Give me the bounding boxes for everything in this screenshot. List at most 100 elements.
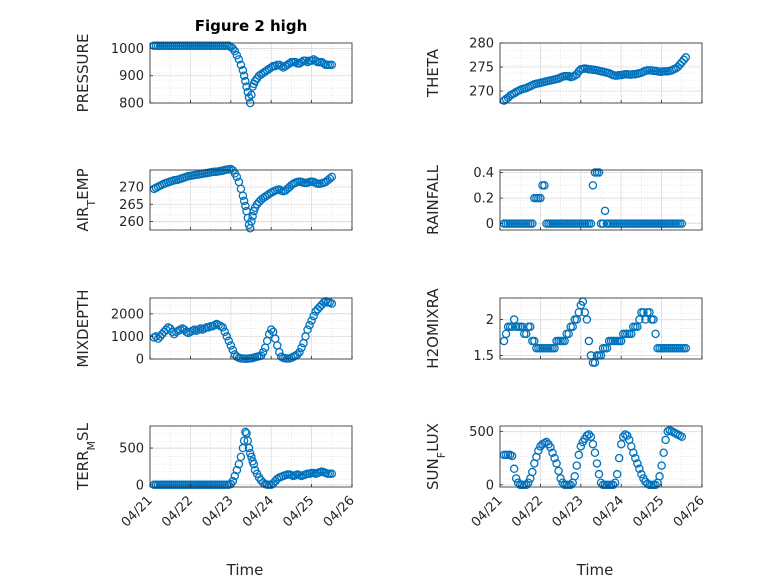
data-point — [524, 478, 533, 487]
data-point — [584, 430, 594, 439]
data-point — [241, 427, 250, 437]
data-point — [582, 315, 592, 324]
data-point — [244, 443, 254, 453]
series-sun-flux — [499, 426, 687, 490]
data-point — [247, 217, 256, 226]
y-tick-label: 1.5 — [473, 349, 494, 364]
y-axis-label: AIRTEMP — [74, 168, 98, 231]
data-point — [239, 196, 249, 206]
y-tick-label: 2000 — [111, 307, 144, 322]
data-point — [588, 439, 598, 449]
y-tick-label: 0 — [136, 478, 144, 493]
data-point — [661, 435, 670, 445]
data-point — [566, 480, 575, 490]
y-tick-label: 900 — [119, 69, 144, 84]
axes-box — [149, 42, 353, 104]
data-point — [264, 329, 274, 339]
data-point — [681, 343, 691, 353]
data-point — [651, 480, 660, 490]
data-point — [655, 472, 664, 481]
data-point — [540, 181, 549, 190]
data-point — [309, 311, 318, 321]
data-point — [224, 336, 234, 346]
data-point — [239, 71, 249, 80]
data-point — [239, 436, 249, 445]
y-tick-label: 0.4 — [473, 166, 494, 181]
data-point — [612, 469, 622, 479]
axes-box — [499, 169, 703, 231]
data-point — [230, 471, 240, 481]
panel-rainfall: 0 0.2 0.4 RAINFALL — [424, 164, 703, 235]
data-point — [651, 329, 660, 339]
data-point — [522, 480, 531, 490]
y-tick-label: 275 — [469, 61, 494, 76]
data-point — [167, 327, 177, 337]
y-axis-label: TERRMSL — [74, 422, 98, 491]
y-tick-label: 0 — [486, 217, 494, 232]
data-point — [226, 341, 236, 350]
panel-pressure: 800 900 1000 PRESSURE Figure 2 high — [74, 17, 353, 112]
data-point — [528, 467, 537, 477]
y-tick-label: 0.2 — [473, 192, 494, 207]
data-point — [507, 451, 517, 461]
data-point — [679, 55, 689, 65]
data-point — [242, 82, 251, 91]
data-point — [536, 193, 545, 203]
y-tick-label: 2 — [486, 313, 494, 328]
data-point — [311, 56, 320, 65]
data-point — [241, 76, 250, 86]
y-tick-label: 280 — [469, 37, 494, 52]
series-terr-msl — [149, 427, 337, 490]
y-tick-label: 500 — [469, 425, 494, 440]
axes-box — [149, 297, 353, 360]
data-point — [277, 61, 286, 71]
data-point — [297, 343, 306, 352]
y-tick-label: 0 — [136, 353, 144, 368]
series-rainfall — [499, 168, 687, 228]
data-point — [307, 316, 316, 325]
data-point — [222, 332, 232, 341]
data-point — [293, 350, 302, 359]
data-point — [241, 201, 250, 211]
data-point — [248, 212, 257, 221]
data-point — [633, 459, 642, 468]
axes-box — [499, 425, 703, 488]
y-tick-label: 270 — [119, 181, 144, 196]
data-point — [552, 459, 561, 468]
data-point — [230, 46, 240, 56]
data-point — [509, 464, 519, 474]
y-axis-label: THETA — [424, 48, 442, 98]
y-axis-label: SUNFLUX — [424, 423, 448, 490]
data-point — [285, 59, 294, 68]
data-point — [594, 168, 604, 177]
data-point — [297, 57, 306, 67]
axes-box — [149, 425, 353, 488]
panel-air-temp: 260 265 270 AIRTEMP — [74, 164, 353, 233]
data-point — [275, 347, 284, 357]
data-point — [592, 459, 602, 468]
data-point — [327, 299, 337, 308]
y-tick-label: 260 — [119, 215, 144, 230]
data-point — [598, 219, 608, 228]
data-point — [245, 448, 255, 458]
panel-h2omixra: 1.5 2 H2OMIXRA — [424, 288, 703, 369]
y-tick-label: 270 — [469, 85, 494, 100]
y-tick-label: 265 — [119, 198, 144, 213]
data-point — [574, 450, 584, 460]
data-point — [511, 474, 521, 483]
data-point — [681, 53, 691, 62]
series-pressure — [149, 41, 337, 108]
data-point — [584, 336, 594, 346]
data-point — [249, 459, 259, 469]
data-point — [586, 219, 596, 228]
data-point — [556, 474, 565, 483]
data-point — [295, 347, 304, 357]
chart-title: Figure 2 high — [195, 17, 308, 35]
data-point — [247, 90, 256, 100]
data-point — [305, 320, 314, 330]
panel-theta: 270 275 280 THETA — [424, 37, 703, 105]
y-tick-label: 800 — [119, 97, 144, 112]
data-point — [623, 431, 632, 440]
data-point — [291, 57, 300, 67]
